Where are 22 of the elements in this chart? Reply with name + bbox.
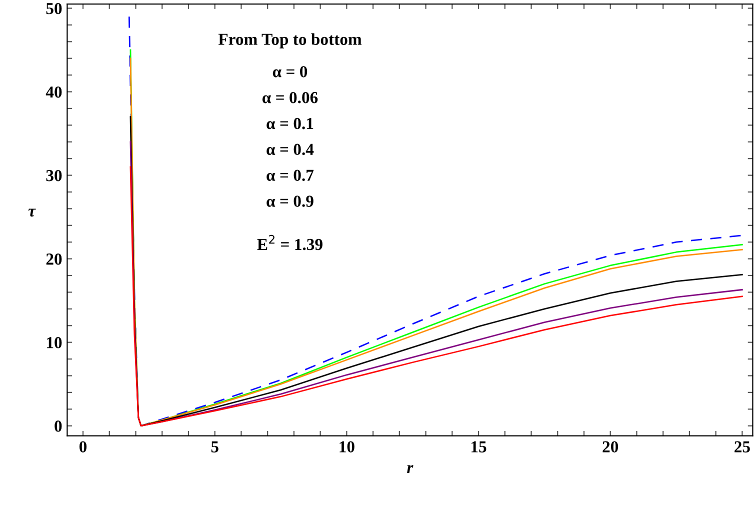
annotation: α = 0.9 [266,196,314,207]
annotation: α = 0.1 [266,118,314,130]
y-tick-label: 30 [46,170,62,182]
y-tick-label: 50 [46,2,62,14]
annotation: From Top to bottom [218,33,362,48]
x-tick-label: 20 [602,441,618,452]
y-tick-label: 40 [46,86,62,98]
y-tick-label: 0 [54,420,62,432]
x-tick-label: 15 [472,441,486,452]
annotation: α = 0.4 [266,144,314,156]
x-axis-title: r [407,465,414,473]
y-tick-label: 20 [46,254,62,265]
x-tick-label: 25 [734,441,750,452]
annotation: α = 0.7 [266,170,314,182]
y-axis-title: τ [28,208,36,217]
annotation: α = 0.06 [262,92,318,104]
x-tick-label: 0 [79,441,87,452]
annotation: E$^{2}$ = 1.39 [257,234,322,250]
x-tick-label: 10 [340,441,354,452]
annotation: α = 0 [272,66,308,78]
x-tick-label: 5 [211,441,218,452]
y-tick-label: 10 [47,337,62,348]
